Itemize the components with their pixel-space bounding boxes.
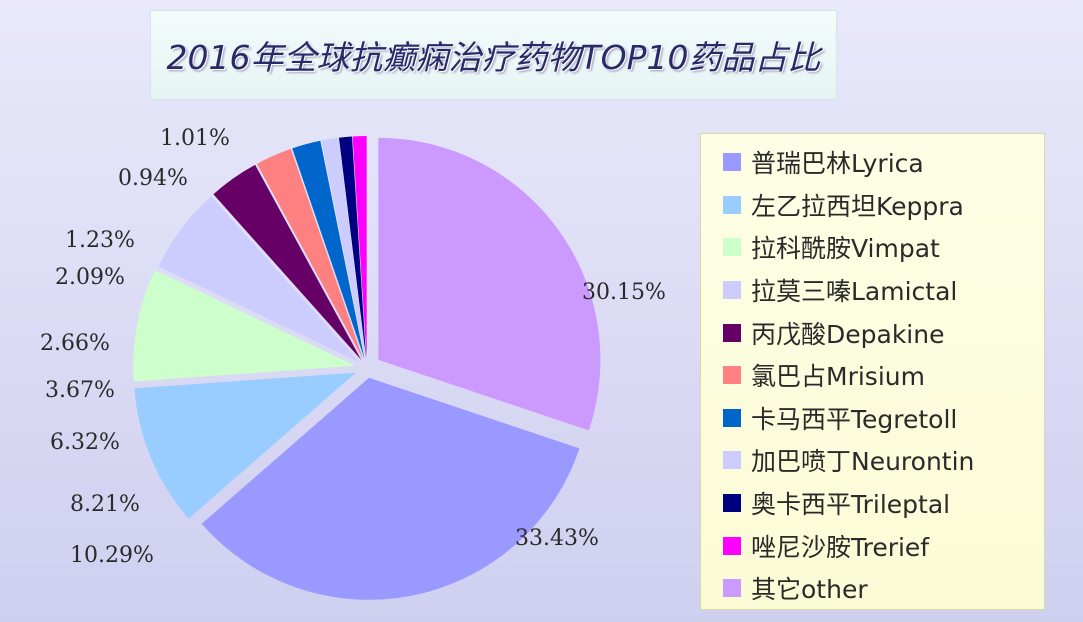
legend-swatch <box>723 281 741 300</box>
legend-label: 左乙拉西坦Keppra <box>751 191 964 221</box>
legend-label: 其它other <box>751 575 868 605</box>
slice-percent-label: 10.29% <box>70 543 154 568</box>
legend-label: 丙戊酸Depakine <box>751 319 945 349</box>
slice-percent-label: 2.09% <box>55 265 125 290</box>
legend-swatch <box>723 153 741 172</box>
slice-percent-label: 1.23% <box>65 228 135 253</box>
legend-item: 唑尼沙胺Trerief <box>701 524 1044 567</box>
slice-percent-label: 2.66% <box>40 331 110 356</box>
slice-percent-label: 8.21% <box>70 492 140 517</box>
slice-percent-label: 0.94% <box>118 166 188 191</box>
legend-swatch <box>723 238 741 257</box>
slice-percent-label: 3.67% <box>45 378 115 403</box>
legend-item: 加巴喷丁Neurontin <box>701 439 1044 482</box>
legend-item: 卡马西平Tegretoll <box>701 397 1044 440</box>
legend-swatch <box>723 366 741 385</box>
legend-item: 拉科酰胺Vimpat <box>701 226 1044 269</box>
legend-label: 拉莫三嗪Lamictal <box>751 277 958 307</box>
pie-slice <box>321 137 366 359</box>
slice-percent-label: 1.01% <box>160 126 230 151</box>
legend-label: 拉科酰胺Vimpat <box>751 234 940 264</box>
slice-percent-label: 33.43% <box>515 526 599 551</box>
pie-slice <box>292 140 365 359</box>
pie-slice <box>213 164 362 360</box>
slice-percent-label: 6.32% <box>50 430 120 455</box>
pie-slice <box>201 377 580 600</box>
legend-label: 奥卡西平Trileptal <box>751 490 951 520</box>
legend-swatch <box>723 451 741 470</box>
pie-slice <box>352 136 367 359</box>
pie-slice <box>134 372 356 519</box>
legend-swatch <box>723 494 741 513</box>
legend-item: 氯巴占Mrisium <box>701 354 1044 397</box>
legend-label: 唑尼沙胺Trerief <box>751 532 930 562</box>
legend-label: 卡马西平Tegretoll <box>751 404 958 434</box>
legend-item: 奥卡西平Trileptal <box>701 482 1044 525</box>
title-box: 2016年全球抗癫痫治疗药物TOP10药品占比 <box>150 10 837 100</box>
legend-swatch <box>723 536 741 555</box>
chart-title: 2016年全球抗癫痫治疗药物TOP10药品占比 <box>166 38 821 77</box>
legend-swatch <box>723 408 741 427</box>
pie-slice <box>338 136 367 359</box>
legend-label: 氯巴占Mrisium <box>751 362 925 392</box>
legend-swatch <box>723 195 741 214</box>
legend-item: 拉莫三嗪Lamictal <box>701 269 1044 312</box>
pie-slice <box>378 137 601 431</box>
pie-slice <box>256 148 363 359</box>
legend-label: 加巴喷丁Neurontin <box>751 447 975 477</box>
legend-item: 其它other <box>701 567 1044 610</box>
slice-percent-label: 30.15% <box>582 280 666 305</box>
pie-slice <box>133 270 356 382</box>
legend-item: 丙戊酸Depakine <box>701 311 1044 354</box>
legend-swatch <box>723 323 741 342</box>
pie-slice <box>158 196 359 363</box>
legend-item: 左乙拉西坦Keppra <box>701 184 1044 227</box>
legend-swatch <box>723 579 741 598</box>
legend-item: 普瑞巴林Lyrica <box>701 141 1044 184</box>
chart-legend: 普瑞巴林Lyrica 左乙拉西坦Keppra 拉科酰胺Vimpat 拉莫三嗪Lamic… <box>700 133 1045 610</box>
legend-label: 普瑞巴林Lyrica <box>751 149 924 179</box>
